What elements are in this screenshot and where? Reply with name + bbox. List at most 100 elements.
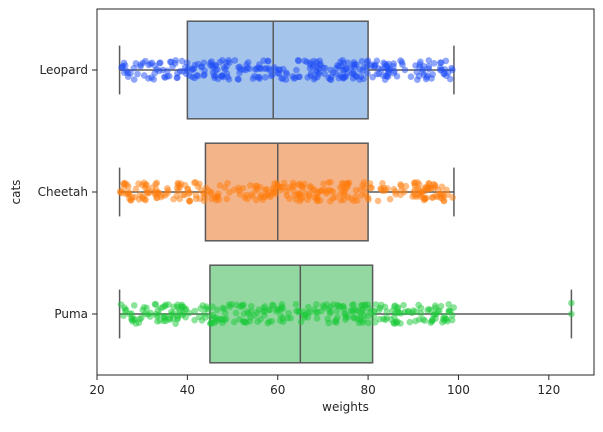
point-cheetah xyxy=(411,179,419,186)
point-cheetah xyxy=(353,197,361,204)
point-puma xyxy=(431,302,439,310)
point-leopard xyxy=(358,58,366,65)
point-cheetah xyxy=(121,179,129,187)
point-puma xyxy=(248,303,255,310)
point-puma xyxy=(312,309,320,316)
point-puma xyxy=(154,306,162,314)
y-axis-ticks: Leopard Cheetah Puma xyxy=(38,63,97,321)
point-cheetah xyxy=(127,197,135,204)
point-leopard xyxy=(422,75,430,83)
point-puma xyxy=(222,315,230,323)
point-cheetah xyxy=(143,189,151,196)
point-puma xyxy=(349,301,356,309)
point-cheetah xyxy=(422,184,430,192)
point-leopard xyxy=(380,59,387,67)
point-puma xyxy=(326,310,334,317)
point-puma xyxy=(339,303,346,310)
point-puma xyxy=(352,306,360,314)
point-leopard xyxy=(226,59,233,66)
point-leopard xyxy=(371,62,379,70)
point-puma xyxy=(217,316,225,323)
point-leopard xyxy=(315,65,323,72)
point-puma xyxy=(275,306,282,314)
point-cheetah xyxy=(430,184,438,192)
point-cheetah xyxy=(132,185,140,193)
point-puma xyxy=(404,308,412,315)
point-leopard xyxy=(448,64,455,72)
strip-points-layer xyxy=(116,57,575,327)
point-puma xyxy=(196,313,203,321)
point-puma xyxy=(174,312,181,320)
point-cheetah xyxy=(438,183,446,191)
point-leopard xyxy=(444,69,452,77)
point-leopard xyxy=(178,57,186,65)
point-puma xyxy=(211,315,219,322)
point-puma xyxy=(342,316,349,323)
point-leopard xyxy=(139,59,147,67)
point-cheetah xyxy=(176,184,184,191)
point-cheetah xyxy=(352,187,360,194)
point-cheetah xyxy=(294,191,302,199)
point-leopard xyxy=(189,73,196,81)
point-puma xyxy=(213,306,221,314)
point-cheetah xyxy=(248,191,255,198)
point-leopard xyxy=(446,75,454,83)
point-leopard xyxy=(151,62,159,70)
point-puma xyxy=(161,312,168,320)
point-leopard xyxy=(182,70,190,78)
point-cheetah xyxy=(197,187,205,194)
point-leopard xyxy=(311,74,319,81)
point-cheetah xyxy=(246,182,254,189)
point-leopard xyxy=(263,64,270,72)
point-leopard xyxy=(321,70,328,78)
point-puma xyxy=(437,302,445,310)
point-leopard xyxy=(385,66,393,73)
point-cheetah xyxy=(364,194,372,201)
point-leopard xyxy=(399,61,406,68)
point-leopard xyxy=(437,66,444,74)
point-puma xyxy=(397,309,405,317)
point-cheetah xyxy=(186,197,193,204)
x-tick-label: 80 xyxy=(360,383,375,397)
point-leopard xyxy=(246,65,253,72)
point-cheetah xyxy=(360,178,368,186)
point-puma xyxy=(445,301,453,308)
point-leopard xyxy=(282,76,290,83)
point-leopard xyxy=(364,69,371,77)
point-cheetah xyxy=(236,191,244,198)
point-leopard xyxy=(369,73,376,81)
point-leopard xyxy=(357,73,365,80)
point-cheetah xyxy=(123,190,130,198)
point-leopard xyxy=(343,64,350,72)
point-cheetah xyxy=(223,195,231,203)
point-cheetah xyxy=(252,182,259,190)
point-leopard xyxy=(353,61,360,68)
point-cheetah xyxy=(402,182,410,190)
point-leopard xyxy=(337,72,344,79)
point-puma xyxy=(568,310,575,318)
point-cheetah xyxy=(176,195,184,203)
point-leopard xyxy=(416,63,423,71)
point-leopard xyxy=(407,73,415,81)
point-puma xyxy=(301,311,309,319)
point-puma xyxy=(393,319,400,327)
point-puma xyxy=(389,307,396,314)
point-puma xyxy=(415,301,422,309)
x-tick-label: 20 xyxy=(89,383,104,397)
point-cheetah xyxy=(264,191,272,199)
point-puma xyxy=(151,300,159,308)
point-leopard xyxy=(279,65,287,73)
y-axis-label: cats xyxy=(9,180,23,205)
point-leopard xyxy=(306,65,314,72)
point-puma xyxy=(266,306,273,314)
point-puma xyxy=(182,313,189,321)
point-puma xyxy=(381,303,389,311)
x-tick-label: 120 xyxy=(537,383,560,397)
point-leopard xyxy=(294,57,302,64)
point-puma xyxy=(417,309,425,317)
point-cheetah xyxy=(361,184,369,192)
point-puma xyxy=(313,314,321,322)
point-leopard xyxy=(194,60,202,68)
point-cheetah xyxy=(277,186,284,194)
point-puma xyxy=(359,319,366,326)
